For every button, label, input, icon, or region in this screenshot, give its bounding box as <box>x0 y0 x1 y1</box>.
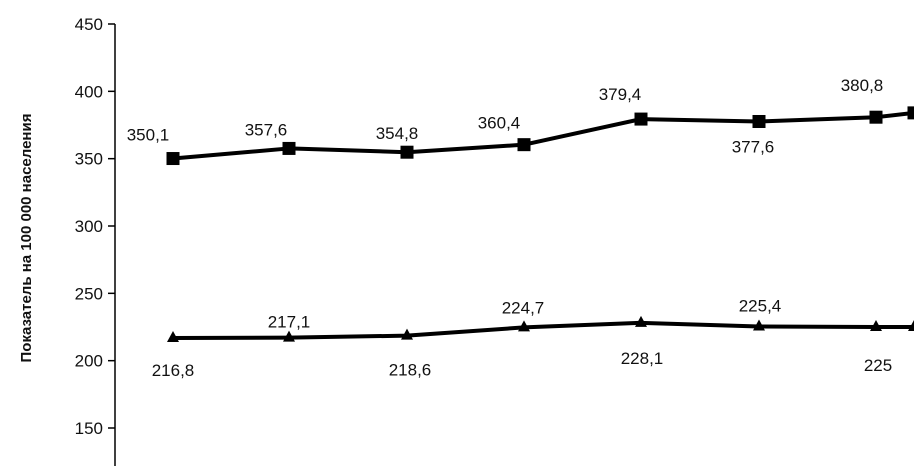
data-point-square <box>907 106 914 120</box>
data-point-triangle <box>401 328 413 340</box>
data-label: 228,1 <box>621 349 664 368</box>
y-tick-label: 350 <box>75 150 103 169</box>
data-point-triangle <box>518 320 530 332</box>
y-tick-label: 300 <box>75 217 103 236</box>
data-label: 360,4 <box>478 114 521 133</box>
series-line <box>172 320 914 341</box>
y-axis-label: Показатель на 100 000 населения <box>18 114 35 363</box>
data-label: 225 <box>864 356 892 375</box>
series-square: 350,1 357,6 354,8 360,4 379,4 377,6 380,8 <box>127 76 914 166</box>
data-label: 225,4 <box>739 296 782 315</box>
y-tick-label: 400 <box>75 82 103 101</box>
data-point-square <box>634 112 648 126</box>
series-group: 350,1 357,6 354,8 360,4 379,4 377,6 380,8 216,8… <box>127 76 914 380</box>
data-label: 354,8 <box>376 124 419 143</box>
y-tick-label: 150 <box>75 419 103 438</box>
data-label: 357,6 <box>245 120 288 139</box>
data-label: 218,6 <box>389 361 432 380</box>
data-label: 224,7 <box>502 298 545 317</box>
data-point-square <box>282 141 296 155</box>
data-point-triangle <box>167 331 179 343</box>
data-point-square <box>517 138 531 152</box>
y-tick-label: 200 <box>75 352 103 371</box>
data-label: 379,4 <box>599 85 642 104</box>
data-point-square <box>166 152 180 166</box>
series-triangle: 216,8 217,1 218,6 224,7 228,1 225,4 225 <box>152 296 914 380</box>
data-point-triangle <box>753 319 765 331</box>
data-label: 350,1 <box>127 126 170 145</box>
data-point-square <box>400 145 414 159</box>
data-point-square <box>752 114 766 128</box>
y-tick-label: 450 <box>75 15 103 34</box>
data-point-triangle <box>870 320 882 331</box>
data-label: 216,8 <box>152 361 195 380</box>
data-point-triangle <box>283 330 295 342</box>
data-point-square <box>869 110 883 124</box>
data-label: 380,8 <box>841 76 884 95</box>
data-point-triangle <box>908 320 914 331</box>
y-axis: 450 400 350 300 250 200 150 <box>75 15 116 466</box>
y-tick-label: 250 <box>75 284 103 303</box>
series-line <box>172 110 914 161</box>
data-label: 217,1 <box>268 313 311 332</box>
data-label: 377,6 <box>732 137 775 156</box>
data-point-triangle <box>635 315 647 327</box>
